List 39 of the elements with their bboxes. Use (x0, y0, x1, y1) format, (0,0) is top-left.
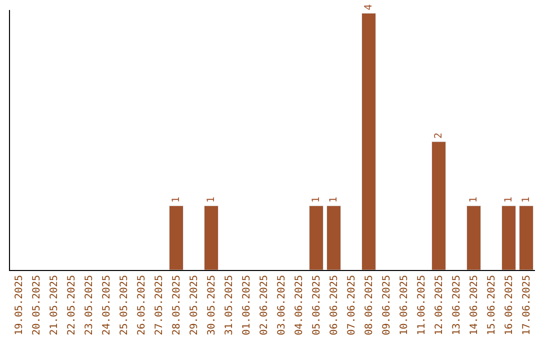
x-tick-label: 29.05.2025 (189, 275, 200, 336)
data-label: 2 (433, 132, 444, 139)
x-tick-label: 30.05.2025 (206, 275, 218, 336)
x-tick-label: 14.06.2025 (469, 275, 480, 336)
x-tick-label: 13.06.2025 (452, 275, 462, 336)
data-label: 1 (206, 196, 217, 203)
x-tick-label: 26.05.2025 (136, 275, 148, 336)
x-tick-label: 15.06.2025 (486, 275, 498, 336)
x-tick-label: 06.06.2025 (329, 275, 340, 336)
x-tick-label: 31.05.2025 (224, 275, 235, 336)
data-label: 1 (503, 196, 514, 203)
x-tick-label: 23.05.2025 (84, 275, 95, 336)
x-tick-label: 04.06.2025 (294, 275, 305, 336)
x-tick-label: 09.06.2025 (382, 275, 392, 336)
x-tick-label: 27.05.2025 (154, 275, 165, 336)
data-label: 1 (310, 196, 322, 203)
x-tick-label: 19.05.2025 (14, 275, 25, 336)
x-tick-label: 12.06.2025 (434, 275, 445, 336)
x-tick-label: 28.05.2025 (172, 275, 182, 336)
x-tick-label: 21.05.2025 (49, 275, 60, 336)
x-tick-label: 11.06.2025 (416, 275, 428, 336)
x-tick-label: 22.05.2025 (66, 275, 78, 336)
data-label: 1 (170, 196, 182, 203)
data-label: 1 (468, 196, 480, 203)
x-tick-label: 01.06.2025 (242, 275, 252, 336)
x-tick-label: 05.06.2025 (312, 275, 322, 336)
x-tick-label: 08.06.2025 (364, 275, 375, 336)
x-tick-label: 16.06.2025 (504, 275, 515, 336)
x-tick-label: 02.06.2025 (259, 275, 270, 336)
x-tick-label: 03.06.2025 (276, 275, 288, 336)
x-tick-label: 17.06.2025 (522, 275, 532, 336)
x-tick-label: 10.06.2025 (399, 275, 410, 336)
x-tick-label: 20.05.2025 (32, 275, 42, 336)
data-label: 4 (363, 4, 374, 10)
data-label: 1 (520, 196, 532, 203)
x-tick-label: 25.05.2025 (119, 275, 130, 336)
x-tick-label: 24.05.2025 (102, 275, 112, 336)
data-label: 1 (328, 196, 340, 203)
x-tick-label: 07.06.2025 (346, 275, 358, 336)
